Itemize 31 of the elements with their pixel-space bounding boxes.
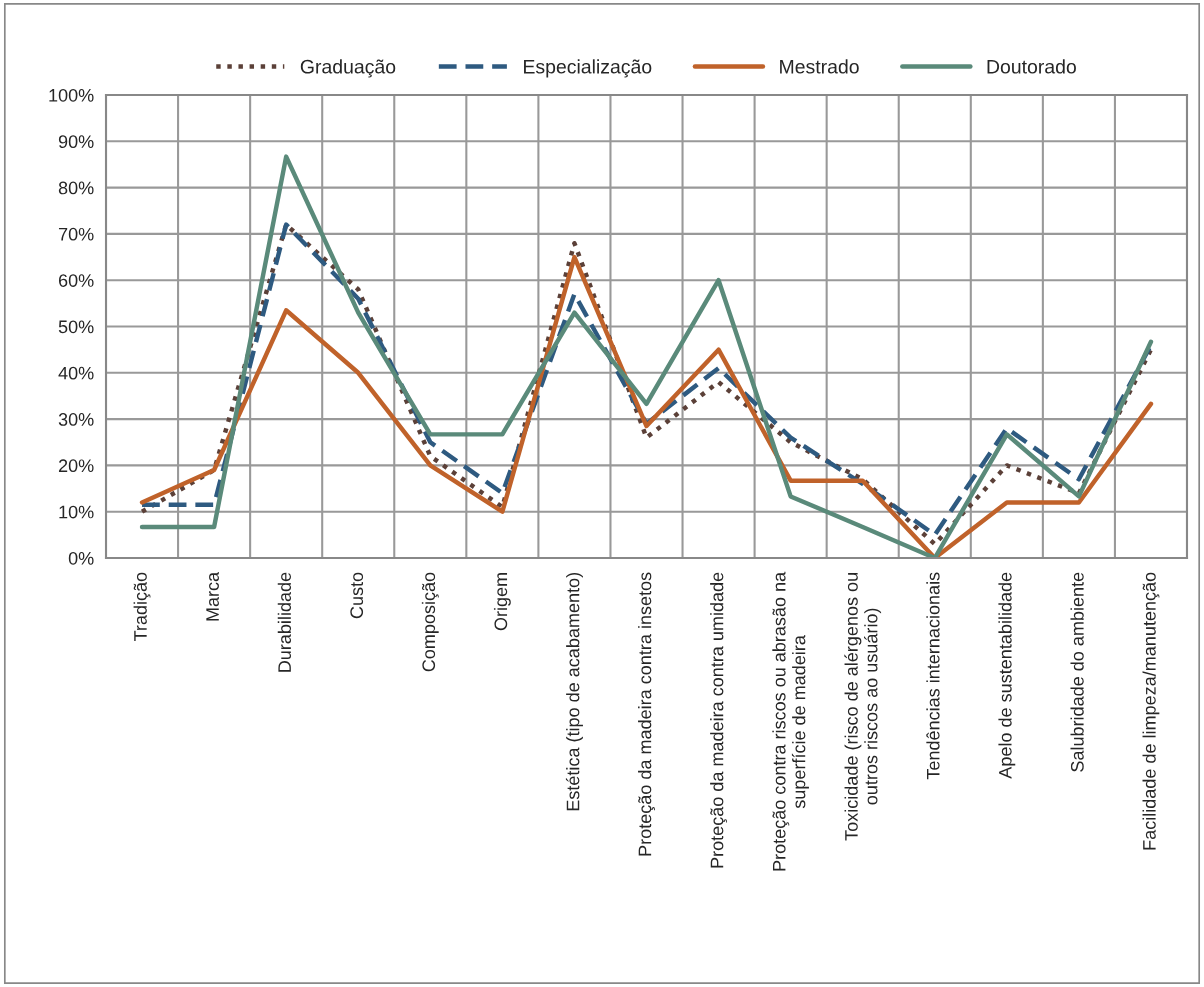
- y-tick-label: 10%: [59, 505, 94, 519]
- y-tick-label: 60%: [58, 274, 94, 287]
- x-tick-label: Proteção da madeira contra umidade: [710, 572, 728, 868]
- x-tick-label: Proteção contra riscos ou abrasão na superfície de madeira: [772, 571, 809, 871]
- y-tick-label: 40%: [58, 366, 94, 380]
- x-tick-label: Origem: [493, 573, 511, 631]
- y-tick-label: 30%: [58, 413, 94, 426]
- x-tick-label: Custo: [350, 572, 364, 619]
- x-tick-label: Toxicidade (risco de alérgenos ou outros riscos ao usuário): [844, 573, 882, 841]
- y-tick-label: 0%: [68, 551, 94, 565]
- legend-label: Graduação: [300, 59, 396, 78]
- y-tick-label: 90%: [58, 135, 94, 149]
- x-tick-label: Composição: [421, 572, 439, 672]
- y-tick-label: 80%: [58, 181, 94, 195]
- legend-label: Doutorado: [987, 59, 1076, 74]
- x-tick-label: Estética (tipo de acabamento): [565, 572, 583, 811]
- y-tick-label: 100%: [49, 88, 94, 102]
- x-tick-label: Facilidade de limpeza/manutenção: [1142, 572, 1160, 850]
- x-tick-label: Tradição: [133, 572, 151, 642]
- y-tick-label: 70%: [58, 227, 94, 241]
- x-tick-label: Tendências internacionais: [926, 572, 940, 780]
- line-series: [139, 154, 1154, 558]
- y-tick-label: 50%: [58, 320, 94, 334]
- legend-label: Mestrado: [780, 59, 859, 74]
- x-tick-label: Durabilidade: [277, 572, 292, 672]
- x-tick-label: Salubridade do ambiente: [1070, 572, 1084, 772]
- x-tick-label: Proteção da madeira contra insetos: [638, 572, 655, 856]
- x-tick-label: Apelo de sustentabilidade: [998, 572, 1016, 779]
- x-tick-label: Marca: [206, 571, 219, 621]
- legend-label: Especialização: [524, 59, 652, 78]
- y-tick-label: 20%: [58, 459, 94, 473]
